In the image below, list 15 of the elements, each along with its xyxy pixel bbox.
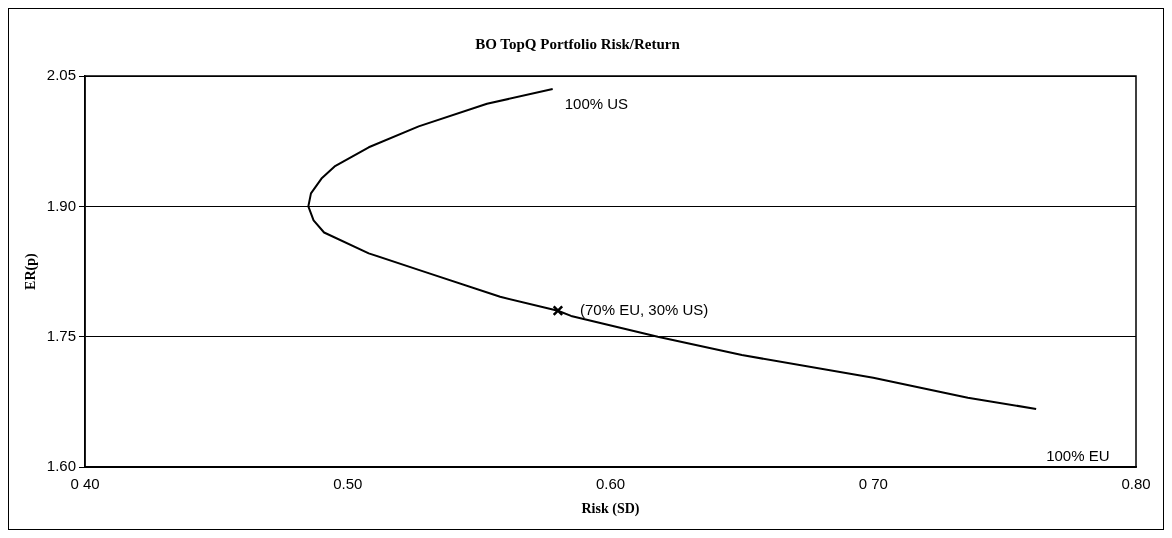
annotation: 100% EU: [1046, 447, 1110, 465]
x-tick-label: 0.80: [1121, 475, 1151, 493]
y-tick-label: 1.60: [46, 457, 76, 475]
y-tick-label: 2.05: [46, 66, 76, 84]
chart-title: BO TopQ Portfolio Risk/Return: [475, 35, 681, 52]
y-tick-label: 1.90: [46, 196, 76, 214]
y-axis-title: ER(p): [23, 252, 40, 290]
annotation: 100% US: [564, 95, 629, 113]
x-tick-label: 0.60: [595, 475, 626, 493]
y-tick-label: 1.75: [46, 326, 76, 344]
x-tick-label: 0.50: [333, 475, 363, 493]
annotation: (70% EU, 30% US): [579, 300, 709, 318]
x-tick-label: 0 40: [70, 475, 100, 493]
x-tick-label: 0 70: [858, 475, 888, 493]
x-axis-title: Risk (SD): [581, 501, 640, 518]
